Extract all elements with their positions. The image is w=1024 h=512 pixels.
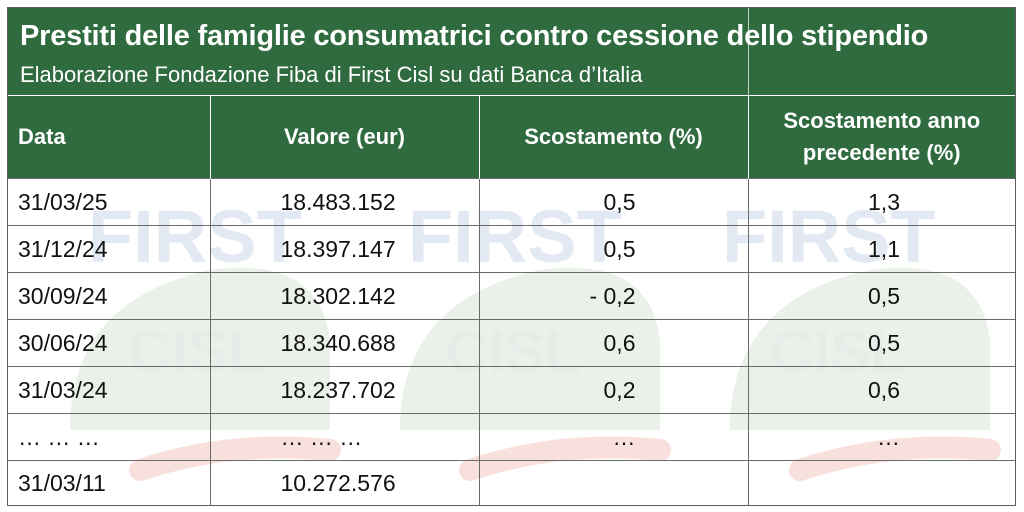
table-row: 30/06/24 18.340.688 0,6 0,5 [8, 319, 1015, 367]
table-cell: 0,5 [479, 225, 749, 273]
table-cell: … … … [210, 413, 480, 461]
title-block: Prestiti delle famiglie consumatrici con… [8, 8, 1015, 96]
data-table: Data Valore (eur) Scostamento (%) Scosta… [8, 96, 1015, 505]
table-cell [479, 460, 749, 505]
table-row: 30/09/24 18.302.142- 0,2 0,5 [8, 272, 1015, 320]
table-cell: 30/09/24 [8, 272, 211, 320]
table-row: 31/12/24 18.397.147 0,5 1,1 [8, 225, 1015, 273]
column-header: Scostamento anno precedente (%) [748, 96, 1015, 179]
column-header: Data [8, 96, 211, 179]
header-row: Data Valore (eur) Scostamento (%) Scosta… [8, 96, 1015, 179]
table-cell: 1,3 [748, 178, 1015, 226]
table-cell: … [748, 413, 1015, 461]
table-cell: 10.272.576 [210, 460, 480, 505]
column-header: Scostamento (%) [479, 96, 749, 179]
table-cell: 30/06/24 [8, 319, 211, 367]
table-title: Prestiti delle famiglie consumatrici con… [20, 20, 929, 52]
table-cell: 18.340.688 [210, 319, 480, 367]
table-cell: 18.483.152 [210, 178, 480, 226]
table-cell: - 0,2 [479, 272, 749, 320]
table-subtitle: Elaborazione Fondazione Fiba di First Ci… [20, 62, 643, 87]
table-cell: 31/03/24 [8, 366, 211, 414]
title-divider [748, 8, 749, 96]
table-row: 31/03/11 10.272.576 [8, 460, 1015, 505]
table-cell: 18.237.702 [210, 366, 480, 414]
table-cell: 0,5 [479, 178, 749, 226]
table-row: 31/03/24 18.237.702 0,2 0,6 [8, 366, 1015, 414]
table-cell: 0,6 [479, 319, 749, 367]
data-table-frame: Prestiti delle famiglie consumatrici con… [7, 7, 1016, 506]
table-cell: … … … [8, 413, 211, 461]
table-cell [748, 460, 1015, 505]
table-body: 31/03/25 18.483.152 0,5 1,3 31/12/24 18.397.1… [8, 178, 1015, 505]
table-cell: 18.302.142 [210, 272, 480, 320]
column-header: Valore (eur) [210, 96, 480, 179]
table-cell: 1,1 [748, 225, 1015, 273]
table-cell: 31/03/25 [8, 178, 211, 226]
table-cell: 0,5 [748, 272, 1015, 320]
table-cell: 0,6 [748, 366, 1015, 414]
table-cell: 0,2 [479, 366, 749, 414]
table-row: … … …… … ……… [8, 413, 1015, 461]
table-row: 31/03/25 18.483.152 0,5 1,3 [8, 178, 1015, 226]
table-cell: 31/03/11 [8, 460, 211, 505]
table-cell: 0,5 [748, 319, 1015, 367]
table-cell: … [479, 413, 749, 461]
table-cell: 18.397.147 [210, 225, 480, 273]
table-cell: 31/12/24 [8, 225, 211, 273]
